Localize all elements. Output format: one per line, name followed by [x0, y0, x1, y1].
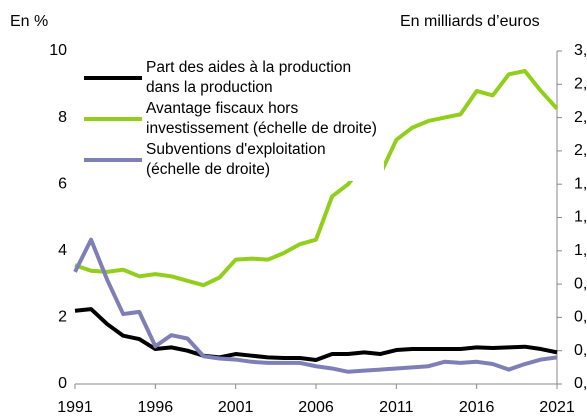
legend-label: Avantage fiscaux hors investissement (éc… — [146, 100, 377, 137]
legend-label: Part des aides à la production dans la p… — [146, 59, 352, 96]
x-tick-label: 1991 — [57, 399, 93, 416]
series-line — [74, 307, 558, 363]
y2-tick-label: 0,0 — [574, 375, 587, 392]
y-tick-label: 4 — [58, 242, 67, 259]
x-tick-label: 2016 — [459, 399, 495, 416]
x-tick-label: 2006 — [298, 399, 334, 416]
y-tick-label: 2 — [58, 309, 67, 326]
y2-tick-label: 2,1 — [574, 142, 587, 159]
y2-axis-title: En milliards d’euros — [400, 13, 540, 30]
series-line — [74, 68, 559, 288]
legend-entry: Avantage fiscaux hors investissement (éc… — [84, 99, 384, 139]
y-tick-label: 0 — [58, 375, 67, 392]
legend-entry: Subventions d'exploitation (échelle de d… — [84, 140, 384, 180]
legend-swatch — [84, 117, 142, 121]
x-tick-label: 2011 — [379, 399, 414, 416]
y2-tick-label: 0,3 — [574, 342, 587, 359]
y-axis-title: En % — [10, 13, 48, 30]
y2-tick-label: 2,4 — [574, 109, 587, 126]
legend-entry: Part des aides à la production dans la p… — [84, 58, 384, 98]
y2-tick-label: 0,6 — [574, 309, 587, 326]
y2-tick-label: 2,7 — [574, 76, 587, 93]
y2-tick-label: 1,8 — [574, 175, 587, 192]
x-tick-label: 2021 — [539, 399, 575, 416]
x-tick-label: 2001 — [218, 399, 254, 416]
x-tick-label: 1996 — [138, 399, 174, 416]
y2-tick-label: 0,9 — [574, 275, 587, 292]
legend-label: Subventions d'exploitation (échelle de d… — [146, 141, 326, 178]
series-line — [73, 237, 558, 374]
legend: Part des aides à la production dans la p… — [84, 58, 384, 181]
y-tick-label: 8 — [58, 109, 67, 126]
legend-swatch — [84, 158, 142, 162]
y-tick-label: 10 — [49, 42, 67, 59]
y2-tick-label: 1,5 — [574, 209, 587, 226]
y2-tick-label: 1,2 — [574, 242, 587, 259]
legend-swatch — [84, 76, 142, 80]
y-tick-label: 6 — [58, 175, 67, 192]
y2-tick-label: 3,0 — [574, 42, 587, 59]
